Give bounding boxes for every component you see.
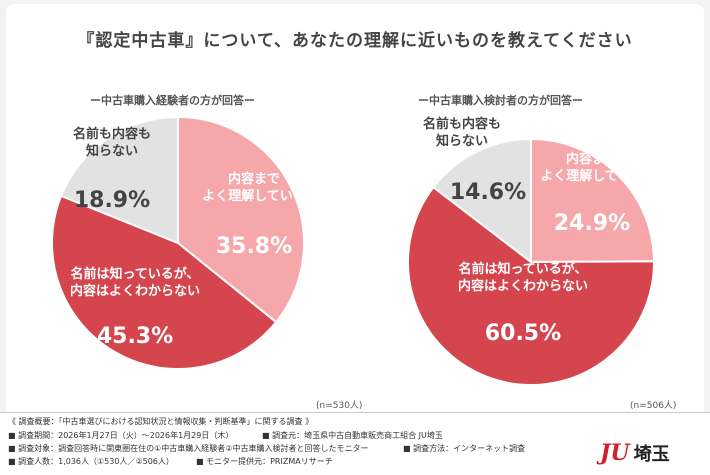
pie2-slice-3 [431,137,532,265]
pie2-slice-2 [407,185,656,386]
survey-source: ■ 調査元：埼玉県中古自動車販売商工組合 JU埼玉 [262,431,443,440]
right-sample-size: (n=506人) [630,401,677,411]
left-sample-size: (n=530人) [316,401,363,411]
pie2-slice-1 [530,137,656,264]
survey-method: ■ 調査方法：インターネット調査 [403,444,526,453]
survey-provider: ■ モニター提供元：PRIZMAリサーチ [196,457,333,466]
pie1-slice-1 [177,115,305,324]
pie2-slice-3-label: 名前も内容も知らない [423,116,501,149]
survey-count: ■ 調査人数：1,036人（①530人／②506人） [8,457,174,466]
survey-period: ■ 調査期間：2026年1月27日（火）〜2026年1月29日（木） [8,431,234,440]
pie2-slice-1-value: 24.9% [554,211,630,236]
ju-saitama-logo: JU 埼玉 [600,440,670,466]
pie2-slice-3-value: 14.6% [450,180,526,205]
left-chart-subtitle: ー中古車購入経験者の方が回答ー [90,94,255,107]
survey-footer [0,412,710,475]
pie1-slice-2 [51,194,278,370]
pie1-slice-1-label: 内容までよく理解している [202,171,306,204]
right-chart-subtitle: ー中古車購入検討者の方が回答ー [418,94,583,107]
survey-target: ■ 調査対象：調査回答時に関東圏在住の①中古車購入経験者②中古車購入検討者と回答… [8,444,369,453]
pie1-slice-2-value: 45.3% [97,324,173,349]
pie1-slice-3-value: 18.9% [74,188,150,213]
logo-mark: JU [600,440,630,466]
survey-summary-title: 《 調査概要：「中古車選びにおける認知状況と情報収集・判断基準」に関する調査 》 [8,417,314,426]
pie2-slice-1-label: 内容までよく理解している [540,151,644,184]
chart-title: 『認定中古車』について、あなたの理解に近いものを教えてください [77,31,633,51]
logo-text: 埼玉 [633,444,670,465]
pie1-slice-1-value: 35.8% [216,234,292,259]
pie1-slice-3 [59,115,179,245]
pie2-slice-2-value: 60.5% [485,321,561,346]
pie2-slice-2-label: 名前は知っているが、内容はよくわからない [458,261,588,294]
pie1-slice-3-label: 名前も内容も知らない [73,126,151,159]
pie1-slice-2-label: 名前は知っているが、内容はよくわからない [70,266,200,299]
